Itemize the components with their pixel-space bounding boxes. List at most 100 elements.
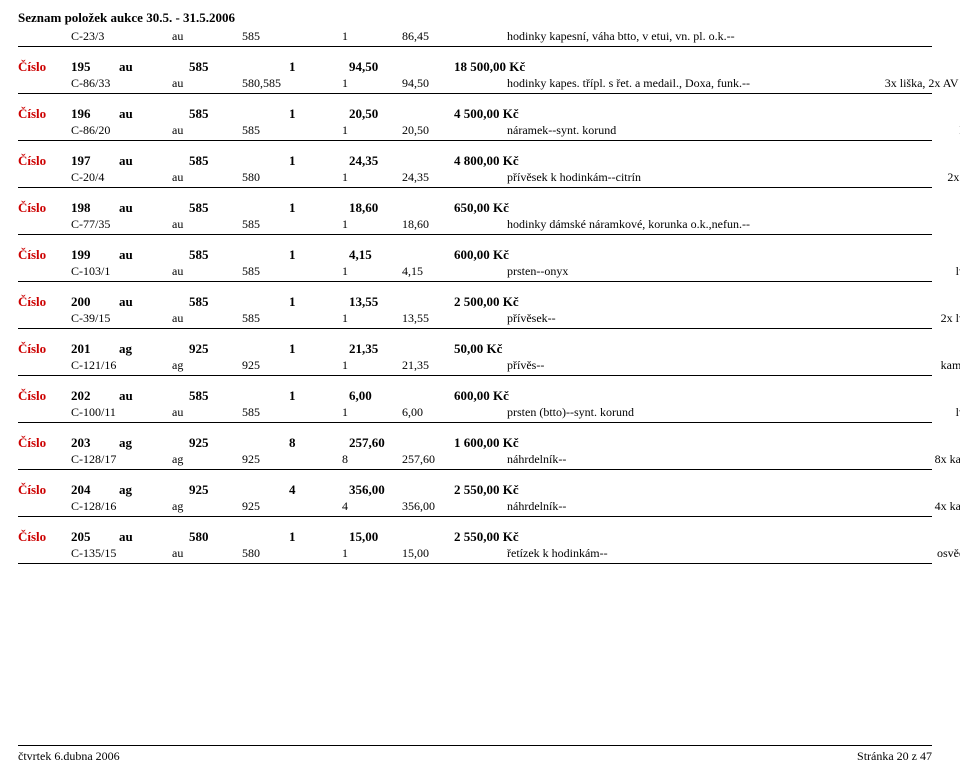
lot-weight: 21,35 [349,341,454,357]
lot-qty: 1 [289,106,349,122]
lot-ref: C-128/17 [71,452,172,467]
lot-qty: 8 [342,452,402,467]
lot-grade: 585 [242,29,342,44]
lot-number: 198 [71,200,119,216]
lot-price: 2 500,00 Kč [454,294,604,310]
lot-weight: 257,60 [349,435,454,451]
lot-price: 18 500,00 Kč [454,59,604,75]
lot-weight: 86,45 [402,29,507,44]
lot-metal: au [119,529,189,545]
lot-qty: 1 [342,405,402,420]
lot-head-row: Číslo200au585113,552 500,00 Kč [18,294,932,310]
lot-grade: 925 [189,482,289,498]
lot-head-row: Číslo203ag9258257,601 600,00 Kč [18,435,932,451]
lot-number: 205 [71,529,119,545]
lot-grade: 585 [189,294,289,310]
lot-grade: 580 [189,529,289,545]
lot-grade: 585 [242,123,342,138]
lot-number: 202 [71,388,119,404]
lot-weight: 18,60 [402,217,507,232]
lot-qty: 1 [342,217,402,232]
lot-grade: 585 [242,217,342,232]
lot-qty: 1 [342,311,402,326]
lot-head-row: Číslo196au585120,504 500,00 Kč [18,106,932,122]
lot-metal: ag [172,499,242,514]
lot-weight: 257,60 [402,452,507,467]
lot-ref: C-39/15 [71,311,172,326]
separator [18,281,932,282]
lot-desc: hodinky kapesní, váha btto, v etui, vn. … [507,29,895,44]
lot-weight: 94,50 [402,76,507,91]
lot-desc: hodinky kapes. třípl. s řet. a medail., … [507,76,885,91]
lot-qty: 8 [289,435,349,451]
separator [18,187,932,188]
lot-tail: labuť [895,123,960,138]
lot-qty: 1 [342,358,402,373]
lot-head-row: Číslo201ag925121,3550,00 Kč [18,341,932,357]
lot-head-row: Číslo198au585118,60650,00 Kč [18,200,932,216]
lot-grade: 585 [189,388,289,404]
lot-price: 2 550,00 Kč [454,529,604,545]
lot-weight: 356,00 [402,499,507,514]
lot-desc: prsten (btto)--synt. korund [507,405,895,420]
separator [18,469,932,470]
lot-qty: 1 [289,341,349,357]
lot-head-row: Číslo205au580115,002 550,00 Kč [18,529,932,545]
lot-block: Číslo199au58514,15600,00 KčC-103/1au5851… [18,247,932,282]
lot-weight: 6,00 [349,388,454,404]
lot-tail: lvíček [895,264,960,279]
lot-price: 2 550,00 Kč [454,482,604,498]
lot-ref: C-100/11 [71,405,172,420]
separator [18,375,932,376]
lot-block: Číslo205au580115,002 550,00 KčC-135/15au… [18,529,932,564]
lot-grade: 585 [189,247,289,263]
lot-weight: 15,00 [402,546,507,561]
lot-weight: 13,55 [402,311,507,326]
lot-metal: au [172,123,242,138]
lot-qty: 1 [342,170,402,185]
lot-qty: 1 [289,59,349,75]
lot-weight: 24,35 [402,170,507,185]
lot-block: Číslo196au585120,504 500,00 KčC-86/20au5… [18,106,932,141]
lot-head-row: Číslo199au58514,15600,00 Kč [18,247,932,263]
lot-number: 204 [71,482,119,498]
footer-date: čtvrtek 6.dubna 2006 [18,749,120,764]
lot-head-row: Číslo202au58516,00600,00 Kč [18,388,932,404]
lot-block: Číslo204ag9254356,002 550,00 KčC-128/16a… [18,482,932,517]
lot-desc: prsten--onyx [507,264,895,279]
lot-number: 196 [71,106,119,122]
lot-grade: 585 [242,264,342,279]
lot-weight: 18,60 [349,200,454,216]
separator [18,140,932,141]
lot-grade: 580 [242,170,342,185]
lot-metal: ag [172,452,242,467]
lot-metal: au [172,311,242,326]
lot-tail: AV [895,29,960,44]
lot-tail: 4x kamzík [895,499,960,514]
lot-qty: 4 [289,482,349,498]
lot-desc: přívěsek-- [507,311,895,326]
lot-metal: au [119,294,189,310]
lot-desc: řetízek k hodinkám-- [507,546,895,561]
lot-sub-row: C-128/17ag9258257,60náhrdelník--8x kamzí… [18,452,960,467]
lot-price: 4 800,00 Kč [454,153,604,169]
lot-desc: hodinky dámské náramkové, korunka o.k.,n… [507,217,895,232]
lot-grade: 585 [189,106,289,122]
separator [18,328,932,329]
lot-head-row: Číslo197au585124,354 800,00 Kč [18,153,932,169]
lot-metal: au [119,200,189,216]
lot-desc: náramek--synt. korund [507,123,895,138]
lot-ref: C-121/16 [71,358,172,373]
lot-lineno-label: Číslo [18,341,71,357]
lot-ref: C-77/35 [71,217,172,232]
lot-grade: 580,585 [242,76,342,91]
lot-desc: přívěsek k hodinkám--citrín [507,170,895,185]
lot-sub-row: C-135/15au580115,00řetízek k hodinkám--o… [18,546,960,561]
lot-grade: 585 [242,311,342,326]
lot-tail: 3x liška, 2x AV - osv [885,76,960,91]
lot-qty: 1 [289,294,349,310]
lot-qty: 1 [342,123,402,138]
lot-metal: au [172,29,242,44]
lot-weight: 15,00 [349,529,454,545]
lot-grade: 585 [189,153,289,169]
